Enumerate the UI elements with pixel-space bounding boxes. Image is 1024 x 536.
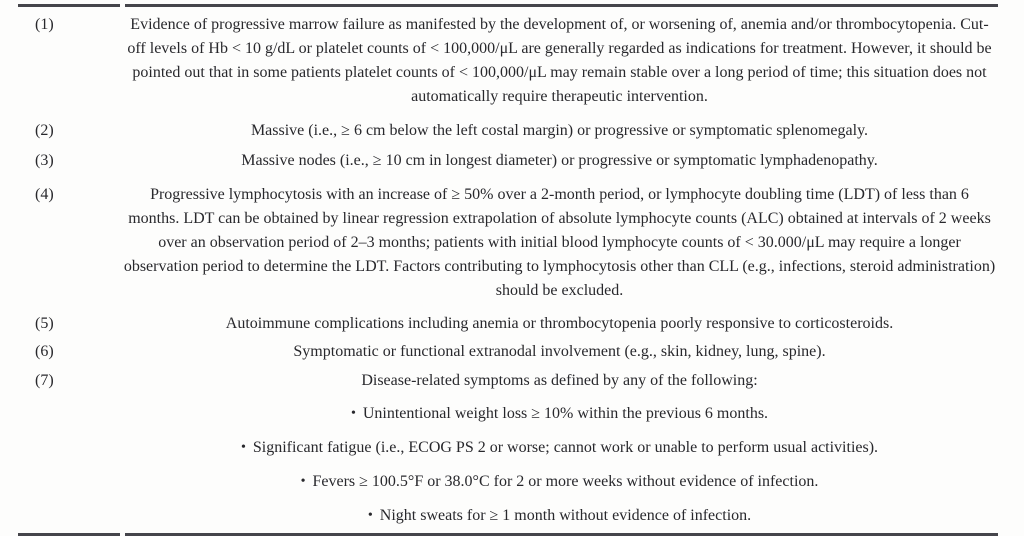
- criteria-table: (1) Evidence of progressive marrow failu…: [18, 4, 998, 536]
- table-bottom-rule: [18, 533, 998, 536]
- bullet-icon: •: [240, 440, 246, 455]
- bullet-text: Fevers ≥ 100.5°F or 38.0°C for 2 or more…: [312, 473, 819, 490]
- bullet-item: • Night sweats for ≥ 1 month without evid…: [123, 504, 996, 529]
- row-number: (2): [35, 122, 54, 139]
- row-text: Autoimmune complications including anemi…: [225, 315, 894, 332]
- rule-segment-left: [18, 4, 120, 7]
- rule-segment-right: [125, 533, 998, 536]
- row-text: Massive (i.e., ≥ 6 cm below the left cos…: [250, 122, 869, 139]
- rule-segment-left: [18, 533, 120, 536]
- table-row: (2) Massive (i.e., ≥ 6 cm below the left…: [18, 115, 998, 145]
- row-number: (7): [35, 372, 54, 389]
- table-row: (7) Disease-related symptoms as defined …: [18, 367, 998, 533]
- table-body: (1) Evidence of progressive marrow failu…: [18, 7, 998, 533]
- row-number: (3): [35, 152, 54, 169]
- table-row: (3) Massive nodes (i.e., ≥ 10 cm in long…: [18, 145, 998, 175]
- table-top-rule: [18, 4, 998, 7]
- bullet-icon: •: [350, 406, 356, 421]
- bullet-item: • Fevers ≥ 100.5°F or 38.0°C for 2 or mor…: [123, 470, 996, 495]
- table-row: (1) Evidence of progressive marrow failu…: [18, 7, 998, 115]
- table-row: (4) Progressive lymphocytosis with an in…: [18, 175, 998, 311]
- bullet-item: • Unintentional weight loss ≥ 10% within …: [123, 402, 996, 427]
- bullet-text: Night sweats for ≥ 1 month without evide…: [379, 507, 752, 524]
- row-cell: Disease-related symptoms as defined by a…: [123, 369, 998, 529]
- bullet-text: Unintentional weight loss ≥ 10% within t…: [362, 405, 769, 422]
- table-row: (5) Autoimmune complications including a…: [18, 311, 998, 339]
- bullet-item: • Significant fatigue (i.e., ECOG PS 2 or…: [123, 436, 996, 461]
- row-text: Massive nodes (i.e., ≥ 10 cm in longest …: [241, 152, 878, 169]
- bullet-icon: •: [367, 508, 373, 523]
- row-number: (5): [35, 315, 54, 332]
- row-number: (1): [35, 16, 54, 33]
- row-number: (4): [35, 186, 54, 203]
- row-text: Progressive lymphocytosis with an increa…: [123, 186, 996, 299]
- bullet-icon: •: [300, 474, 306, 489]
- table-row: (6) Symptomatic or functional extranodal…: [18, 339, 998, 367]
- bullet-text: Significant fatigue (i.e., ECOG PS 2 or …: [252, 439, 879, 456]
- row-number: (6): [35, 343, 54, 360]
- row-text: Symptomatic or functional extranodal inv…: [293, 343, 826, 360]
- rule-segment-right: [125, 4, 998, 7]
- row-text: Disease-related symptoms as defined by a…: [361, 372, 758, 389]
- row-text: Evidence of progressive marrow failure a…: [127, 16, 992, 105]
